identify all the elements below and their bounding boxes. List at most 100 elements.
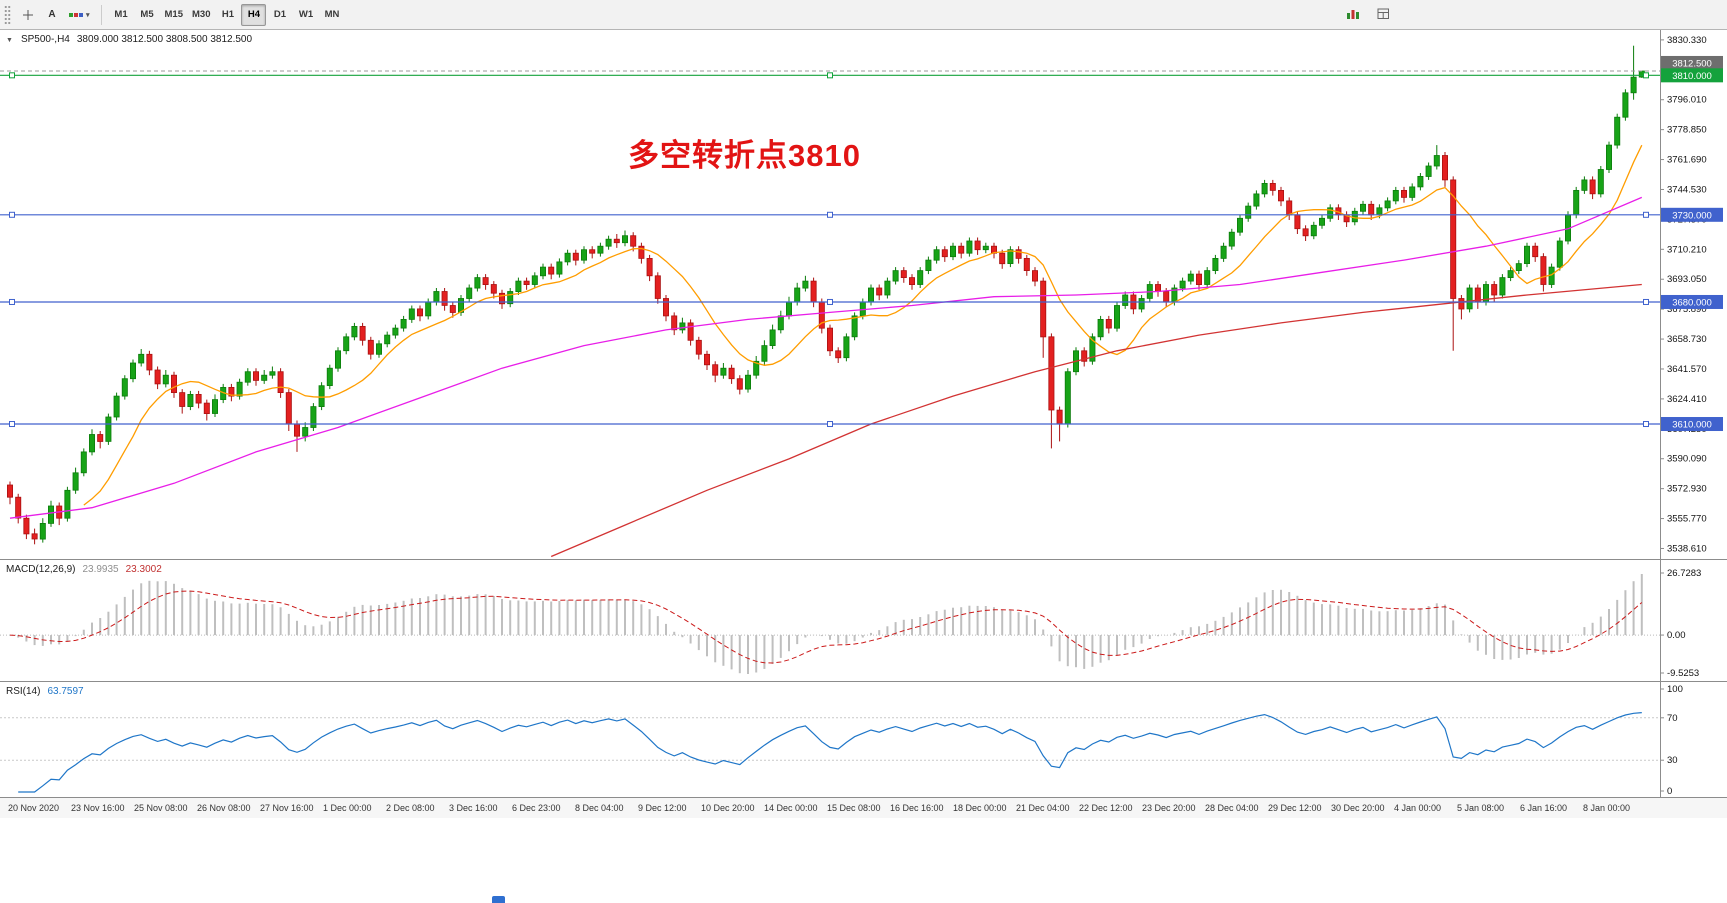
candle	[1384, 197, 1391, 212]
candle	[966, 237, 973, 257]
candle	[515, 277, 522, 295]
candle	[745, 370, 752, 393]
hline-3610[interactable]	[0, 421, 1660, 428]
candle	[1442, 152, 1449, 187]
candle	[1466, 284, 1473, 313]
hline-handle[interactable]	[9, 421, 15, 428]
timeframe-button-m15[interactable]: M15	[161, 4, 187, 26]
candle	[810, 277, 817, 308]
candle	[1064, 368, 1071, 428]
price-chart-canvas[interactable]: 3830.3303813.1703796.0103778.8503761.690…	[0, 30, 1727, 560]
candle	[1606, 141, 1613, 173]
hline-handle[interactable]	[1643, 298, 1649, 305]
candle	[1015, 246, 1022, 264]
timeframe-button-mn[interactable]: MN	[319, 4, 344, 26]
candle	[1597, 166, 1604, 198]
rsi-line	[18, 712, 1642, 793]
hline-handle[interactable]	[1643, 211, 1649, 218]
candle	[433, 288, 440, 306]
toolbar: A ▾ M1 M5 M15 M30 H1 H4 D1 W1 MN	[0, 0, 1727, 30]
partial-bottom-element	[492, 896, 505, 903]
candle	[1253, 190, 1260, 210]
timeframe-button-m1[interactable]: M1	[109, 4, 134, 26]
candle	[1524, 242, 1531, 268]
candle	[1245, 202, 1252, 222]
candle	[56, 502, 63, 526]
hline-handle[interactable]	[9, 211, 15, 218]
candle	[1048, 333, 1055, 449]
tile-windows-button[interactable]	[1372, 3, 1394, 25]
hline-handle[interactable]	[1643, 421, 1649, 428]
candle	[1515, 260, 1522, 275]
timeframe-button-d1[interactable]: D1	[267, 4, 292, 26]
candle	[1622, 89, 1629, 121]
hline-handle[interactable]	[827, 72, 833, 79]
candle	[1343, 211, 1350, 227]
hline-handle[interactable]	[9, 298, 15, 305]
chevron-down-icon: ▾	[86, 11, 90, 19]
candle	[490, 281, 497, 299]
candle	[261, 370, 268, 384]
timeframe-button-h1[interactable]: H1	[215, 4, 240, 26]
timeframe-button-m5[interactable]: M5	[135, 4, 160, 26]
hline-handle[interactable]	[9, 72, 15, 79]
timeframe-button-h4[interactable]: H4	[241, 3, 267, 26]
toolbar-drag-handle[interactable]	[4, 4, 11, 25]
candle	[1269, 179, 1276, 196]
rsi-panel[interactable]: 100 70 30 0 RSI(14) 63.7597	[0, 682, 1727, 798]
timeframe-button-w1[interactable]: W1	[293, 4, 318, 26]
svg-text:3730.000: 3730.000	[1672, 210, 1712, 221]
macd-panel[interactable]: 26.7283 0.00 -9.5253 MACD(12,26,9) 23.9935…	[0, 560, 1727, 682]
candle	[1368, 200, 1375, 220]
hline-3810[interactable]	[0, 72, 1660, 79]
candle	[170, 371, 177, 398]
macd-canvas[interactable]: 26.7283 0.00 -9.5253	[0, 560, 1727, 682]
bar-chart-icon	[1347, 10, 1359, 19]
candle	[761, 340, 768, 365]
candle	[293, 420, 300, 452]
candle	[23, 514, 30, 540]
candle	[1220, 242, 1227, 262]
time-axis-label: 2 Dec 08:00	[386, 803, 435, 813]
candle	[474, 274, 481, 292]
new-chart-button[interactable]	[1342, 3, 1364, 25]
time-axis-label: 8 Jan 00:00	[1583, 803, 1631, 813]
candle	[252, 368, 259, 386]
hline-handle[interactable]	[827, 421, 833, 428]
candle	[1532, 242, 1539, 262]
hline-3730[interactable]	[0, 211, 1660, 218]
hline-handle[interactable]	[1643, 72, 1649, 79]
price-axis-label: 3744.530	[1667, 184, 1707, 195]
candle	[162, 370, 169, 388]
time-axis-label: 30 Dec 20:00	[1331, 803, 1385, 813]
timeframe-button-m30[interactable]: M30	[188, 4, 214, 26]
time-axis[interactable]: 20 Nov 2020 23 Nov 16:00 25 Nov 08:00 26 No…	[0, 798, 1727, 818]
candle	[1573, 186, 1580, 219]
rsi-canvas[interactable]: 100 70 30 0	[0, 682, 1727, 798]
time-axis-label: 9 Dec 12:00	[638, 803, 687, 813]
candle	[958, 242, 965, 259]
candle	[909, 274, 916, 290]
candle	[1433, 145, 1440, 170]
price-axis-label: 3778.850	[1667, 125, 1707, 136]
candle	[1310, 221, 1317, 240]
candle	[498, 289, 505, 309]
objects-dropdown-button[interactable]: ▾	[65, 4, 94, 26]
main-chart-panel[interactable]: 3830.3303813.1703796.0103778.8503761.690…	[0, 30, 1727, 560]
price-axis-label: 3761.690	[1667, 155, 1707, 166]
candle	[925, 256, 932, 275]
hline-handle[interactable]	[827, 211, 833, 218]
time-axis-label: 21 Dec 04:00	[1016, 803, 1070, 813]
objects-icon	[79, 12, 83, 17]
hline-handle[interactable]	[827, 298, 833, 305]
candle	[384, 331, 391, 348]
crosshair-button[interactable]	[17, 4, 39, 26]
candle	[523, 277, 530, 290]
candle	[1261, 179, 1268, 198]
candle	[572, 249, 579, 266]
candle	[589, 246, 596, 259]
time-axis-label: 27 Nov 16:00	[260, 803, 314, 813]
text-label-button[interactable]: A	[41, 4, 63, 26]
candle	[1187, 270, 1194, 285]
hline-3680[interactable]	[0, 298, 1660, 305]
